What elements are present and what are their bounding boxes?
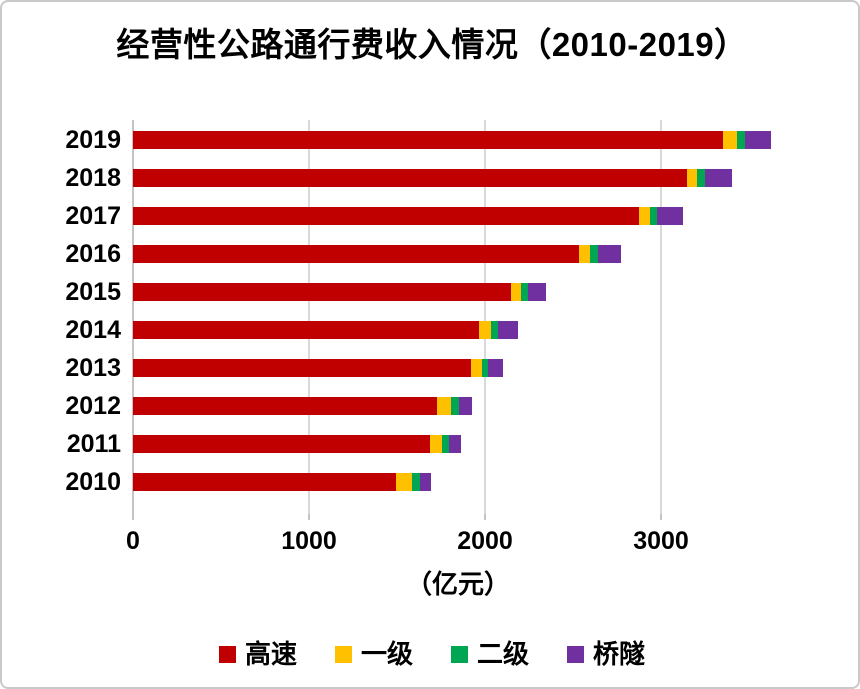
bar-segment-2013-高速 — [133, 359, 471, 377]
bar-segment-2016-二级 — [589, 245, 598, 263]
bar-segment-2018-一级 — [687, 169, 698, 187]
gridline-2000 — [484, 120, 486, 514]
bar-segment-2017-高速 — [133, 207, 639, 225]
bar-segment-2011-一级 — [429, 435, 442, 453]
axis-tick-2000 — [484, 514, 486, 520]
x-axis-title: （亿元） — [405, 569, 510, 599]
legend-label-高速: 高速 — [244, 639, 297, 669]
x-axis-label-1000: 1000 — [281, 527, 337, 555]
gridline-0 — [132, 120, 134, 514]
y-axis-label-2011: 2011 — [66, 430, 121, 458]
y-axis-label-2012: 2012 — [65, 392, 121, 420]
bar-segment-2019-桥隧 — [744, 131, 771, 149]
bar-segment-2014-桥隧 — [498, 321, 518, 339]
bar-segment-2016-桥隧 — [597, 245, 621, 263]
axis-tick-1000 — [308, 514, 310, 520]
y-axis-label-2018: 2018 — [65, 164, 121, 192]
legend-item-一级: 一级 — [334, 639, 413, 669]
gridline-1000 — [308, 120, 310, 514]
legend-swatch-一级 — [334, 645, 352, 663]
bar-segment-2016-高速 — [133, 245, 580, 263]
bar-segment-2010-二级 — [411, 473, 420, 491]
axis-tick-0 — [132, 514, 134, 520]
bar-segment-2013-桥隧 — [487, 359, 503, 377]
bar-segment-2014-一级 — [478, 321, 492, 339]
bar-segment-2019-一级 — [723, 131, 737, 149]
bar-segment-2012-桥隧 — [458, 397, 472, 415]
bar-segment-2011-二级 — [441, 435, 449, 453]
legend-swatch-二级 — [451, 645, 468, 663]
legend-swatch-高速 — [218, 645, 236, 663]
bar-segment-2014-高速 — [133, 321, 479, 339]
legend-swatch-桥隧 — [567, 645, 585, 663]
bar-segment-2013-一级 — [470, 359, 483, 377]
axis-tick-3000 — [660, 514, 662, 520]
bar-segment-2010-桥隧 — [419, 473, 432, 491]
legend-item-二级: 二级 — [451, 639, 529, 669]
y-axis-label-2013: 2013 — [65, 354, 121, 382]
x-axis-label-2000: 2000 — [457, 527, 513, 555]
y-axis-label-2019: 2019 — [65, 126, 121, 154]
legend-label-桥隧: 桥隧 — [593, 639, 646, 669]
bar-segment-2017-二级 — [650, 207, 657, 225]
x-axis-label-3000: 3000 — [633, 527, 689, 555]
bar-segment-2011-桥隧 — [448, 435, 462, 453]
plot-area — [132, 120, 838, 520]
bar-segment-2017-一级 — [639, 207, 651, 225]
bar-segment-2019-高速 — [133, 131, 724, 149]
bar-segment-2013-二级 — [482, 359, 488, 377]
y-axis-label-2017: 2017 — [65, 202, 121, 230]
y-axis-label-2015: 2015 — [65, 278, 121, 306]
legend: 高速 一级 二级 桥隧 — [2, 638, 858, 670]
y-axis-label-2016: 2016 — [65, 240, 121, 268]
bar-segment-2016-一级 — [579, 245, 590, 263]
chart-title: 经营性公路通行费收入情况（2010-2019） — [116, 26, 748, 63]
bar-segment-2015-一级 — [510, 283, 522, 301]
bar-segment-2011-高速 — [133, 435, 430, 453]
legend-label-一级: 一级 — [360, 639, 413, 669]
y-axis-label-2014: 2014 — [65, 316, 121, 344]
bar-segment-2010-高速 — [133, 473, 397, 491]
bar-segment-2014-二级 — [491, 321, 499, 339]
x-axis-label-0: 0 — [126, 527, 140, 555]
legend-item-高速: 高速 — [218, 639, 297, 669]
bar-segment-2015-高速 — [133, 283, 511, 301]
gridline-3000 — [660, 120, 662, 514]
bar-segment-2012-二级 — [450, 397, 459, 415]
bar-segment-2015-二级 — [521, 283, 529, 301]
bar-segment-2018-高速 — [133, 169, 688, 187]
legend-item-桥隧: 桥隧 — [567, 639, 645, 669]
bar-segment-2012-一级 — [436, 397, 451, 415]
bar-segment-2019-二级 — [736, 131, 745, 149]
y-axis-label-2010: 2010 — [65, 468, 121, 496]
bar-segment-2010-一级 — [396, 473, 412, 491]
bar-segment-2018-桥隧 — [705, 169, 733, 187]
bar-segment-2012-高速 — [133, 397, 437, 415]
bar-segment-2017-桥隧 — [656, 207, 683, 225]
bar-segment-2015-桥隧 — [528, 283, 546, 301]
legend-label-二级: 二级 — [477, 639, 530, 669]
bar-segment-2018-二级 — [697, 169, 705, 187]
